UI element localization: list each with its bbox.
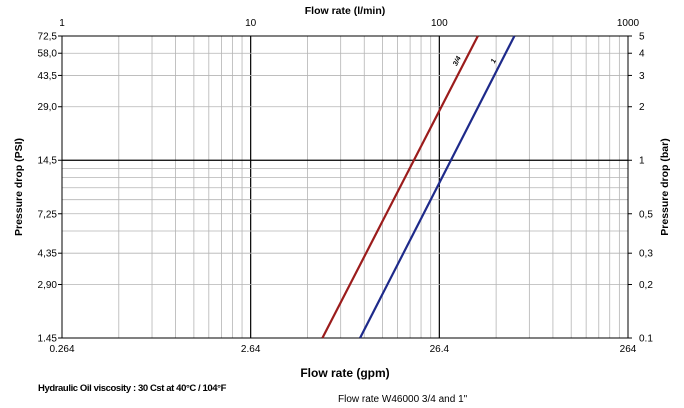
left-tick-label: 58,0: [38, 49, 58, 60]
left-tick-label: 1.45: [38, 334, 58, 345]
right-tick-label: 1: [639, 156, 645, 167]
right-tick-label: 0.1: [639, 334, 653, 345]
right-tick-label: 4: [639, 49, 645, 60]
right-tick-label: 5: [639, 32, 645, 43]
top-tick-label: 10: [245, 18, 257, 29]
right-tick-label: 0,2: [639, 280, 653, 291]
series-line-3-4: [321, 35, 479, 339]
left-tick-label: 14,5: [38, 156, 58, 167]
left-axis-title: Pressure drop (PSI): [13, 138, 25, 236]
bottom-tick-label: 0.264: [49, 344, 74, 355]
grid: [62, 36, 628, 338]
left-tick-label: 43,5: [38, 71, 58, 82]
series-label: 1: [490, 58, 498, 65]
left-tick-label: 29,0: [38, 102, 58, 113]
chart-caption: Flow rate W46000 3/4 and 1": [338, 394, 468, 405]
bottom-axis-title: Flow rate (gpm): [300, 366, 389, 380]
bottom-tick-label: 264: [620, 344, 637, 355]
right-tick-label: 0,3: [639, 249, 653, 260]
left-tick-label: 72,5: [38, 32, 58, 43]
right-axis-title: Pressure drop (bar): [659, 138, 671, 235]
series-line-1: [359, 35, 516, 339]
bottom-tick-label: 26.4: [430, 344, 450, 355]
right-tick-label: 2: [639, 102, 645, 113]
series-label: 3/4: [452, 55, 463, 67]
top-tick-label: 1000: [617, 18, 640, 29]
left-tick-label: 4,35: [38, 249, 58, 260]
right-tick-label: 0,5: [639, 209, 653, 220]
left-tick-label: 2,90: [38, 280, 58, 291]
left-tick-label: 7,25: [38, 209, 58, 220]
bottom-tick-label: 2.64: [241, 344, 261, 355]
top-tick-label: 100: [431, 18, 448, 29]
viscosity-note: Hydraulic Oil viscosity : 30 Cst at 40°C…: [38, 383, 227, 394]
right-tick-label: 3: [639, 71, 645, 82]
series-layer: 3/4 1: [321, 35, 516, 339]
top-tick-label: 1: [59, 18, 65, 29]
tick-labels: 1 10 100 1000 0.264 2.64 26.4 264 72,5 58,0 43,5 29…: [38, 18, 654, 355]
plot-frame: [61, 35, 629, 339]
top-axis-title: Flow rate (l/min): [305, 5, 386, 17]
